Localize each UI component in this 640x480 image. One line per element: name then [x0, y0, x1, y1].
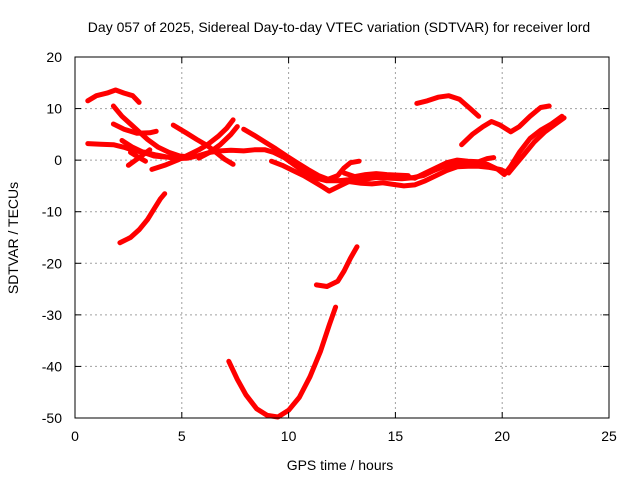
x-tick-label: 15: [388, 428, 404, 444]
x-tick-label: 10: [281, 428, 297, 444]
x-tick-label: 20: [494, 428, 510, 444]
series-line-arc-7: [125, 147, 153, 168]
series-line-arc-13: [292, 158, 362, 183]
series-line-arc-14: [341, 170, 411, 180]
series-line-arc-18: [414, 93, 482, 119]
x-tick-label: 5: [178, 428, 186, 444]
series-line-arc-17: [313, 244, 360, 289]
y-tick-label: -50: [42, 410, 62, 426]
series-line-arc-10: [196, 124, 240, 161]
series-line-arc-16: [226, 304, 339, 420]
x-axis-label: GPS time / hours: [287, 457, 394, 473]
plot-frame: [74, 56, 610, 419]
y-tick-label: -30: [42, 307, 62, 323]
series-line-arc-4: [110, 121, 159, 136]
x-tick-label: 25: [601, 428, 617, 444]
series-line-arc-19: [459, 103, 552, 148]
y-tick-label: 20: [46, 49, 62, 65]
y-tick-label: -40: [42, 358, 62, 374]
series-line-arc-15: [117, 191, 168, 246]
tick-layer: 0 5 10 15 20 25 -50 -40 -30 -20 -10 0 10 20: [42, 49, 617, 444]
y-axis-label: SDTVAR / TECUs: [5, 182, 21, 294]
y-tick-label: -20: [42, 255, 62, 271]
y-tick-label: 0: [54, 152, 62, 168]
series-line-arc-9: [170, 122, 236, 167]
chart-title: Day 057 of 2025, Sidereal Day-to-day VTE…: [88, 19, 590, 35]
x-tick-label: 0: [71, 428, 79, 444]
series-layer: [85, 87, 567, 420]
series-line-arc-3: [110, 103, 193, 160]
y-tick-label: -10: [42, 204, 62, 220]
grid-layer: [75, 57, 609, 418]
series-line-arc-8: [149, 117, 236, 172]
series-line-arc-1: [85, 87, 142, 105]
y-tick-label: 10: [46, 101, 62, 117]
